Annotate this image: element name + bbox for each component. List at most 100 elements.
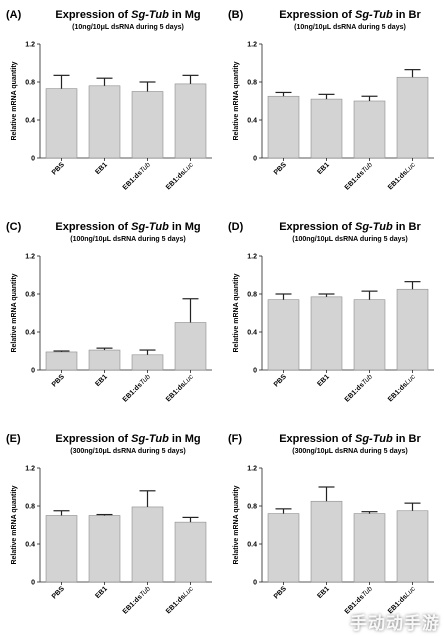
x-tick-label-part: EB1 — [94, 161, 109, 176]
y-tick-label: 0 — [253, 580, 257, 587]
x-tick-label-part: PBS — [273, 161, 288, 176]
y-tick-label: 0.8 — [247, 292, 257, 299]
chart-title: Expression of Sg-Tub in Br — [279, 433, 421, 445]
y-tick-label: 0 — [31, 580, 35, 587]
x-tick-label: EB1:dsTub — [122, 161, 152, 191]
chart-panel-b: (B) Expression of Sg-Tub in Br (10ng/10μL … — [222, 0, 444, 212]
chart-svg: (F) Expression of Sg-Tub in Br (300ng/10μL… — [228, 433, 434, 616]
chart-title: Expression of Sg-Tub in Br — [279, 9, 421, 21]
chart-svg: (C) Expression of Sg-Tub in Mg (100ng/10μL… — [6, 221, 212, 404]
x-tick-label-part: EB1:ds — [387, 381, 409, 403]
chart-panel-e: (E) Expression of Sg-Tub in Mg (300ng/10μL… — [0, 424, 222, 636]
bar — [396, 288, 429, 371]
x-tick-label-part: EB1:ds — [122, 594, 144, 616]
bar — [174, 83, 207, 159]
x-tick-label: EB1:dsTub — [344, 373, 374, 403]
bar — [396, 510, 429, 583]
bar — [353, 100, 386, 159]
chart-subtitle: (100ng/10μL dsRNA during 5 days) — [292, 236, 408, 243]
x-tick-label: EB1:dsLuc — [165, 373, 195, 403]
panel-label: (A) — [6, 9, 22, 21]
x-tick-label-part: EB1 — [94, 373, 109, 388]
y-tick-label: 0 — [253, 368, 257, 375]
x-tick-label: EB1 — [316, 373, 331, 388]
chart-title-part: Sg-Tub — [131, 9, 169, 21]
y-tick-label: 1.2 — [247, 254, 257, 261]
chart-title-part: Expression of — [279, 9, 355, 21]
y-tick-label: 1.2 — [25, 466, 35, 473]
bar — [310, 98, 343, 159]
chart-title: Expression of Sg-Tub in Br — [279, 221, 421, 233]
chart-panel-a: (A) Expression of Sg-Tub in Mg (10ng/10μL … — [0, 0, 222, 212]
bar — [310, 296, 343, 371]
x-tick-label-part: Luc — [404, 373, 417, 386]
y-axis-label: Relative mRNA quantity — [11, 61, 18, 140]
bar — [131, 354, 164, 371]
bar — [353, 299, 386, 371]
y-tick-label: 0.8 — [25, 80, 35, 87]
bar — [267, 95, 300, 159]
bar — [88, 515, 121, 583]
x-tick-label-part: Tub — [139, 373, 152, 386]
x-tick-label: EB1:dsLuc — [387, 161, 417, 191]
bar — [267, 299, 300, 371]
chart-title-part: in Br — [393, 9, 422, 21]
chart-title: Expression of Sg-Tub in Mg — [55, 9, 200, 21]
y-tick-label: 0.4 — [247, 542, 257, 549]
chart-title-part: Sg-Tub — [355, 9, 393, 21]
chart-title-part: in Br — [393, 433, 422, 445]
y-tick-label: 1.2 — [247, 42, 257, 49]
bar — [131, 91, 164, 159]
y-tick-label: 1.2 — [247, 466, 257, 473]
chart-title-part: Expression of — [279, 433, 355, 445]
panel-label: (C) — [6, 221, 22, 233]
x-tick-label: PBS — [51, 373, 66, 388]
x-tick-label: EB1:dsTub — [122, 373, 152, 403]
x-tick-label-part: EB1:ds — [122, 382, 144, 404]
chart-panel-f: (F) Expression of Sg-Tub in Br (300ng/10μL… — [222, 424, 444, 636]
x-tick-label: EB1:dsTub — [344, 161, 374, 191]
x-tick-label-part: PBS — [273, 373, 288, 388]
y-tick-label: 0 — [31, 368, 35, 375]
y-tick-label: 0.4 — [25, 118, 35, 125]
x-tick-label-part: EB1:ds — [165, 381, 187, 403]
x-tick-label: EB1 — [94, 373, 109, 388]
chart-title-part: Expression of — [279, 221, 355, 233]
y-axis-label: Relative mRNA quantity — [11, 273, 18, 352]
x-tick-label-part: EB1 — [94, 585, 109, 600]
x-tick-label-part: Tub — [361, 161, 374, 174]
chart-subtitle: (300ng/10μL dsRNA during 5 days) — [70, 448, 186, 455]
chart-title-part: Expression of — [55, 9, 131, 21]
bar — [88, 349, 121, 371]
chart-subtitle: (300ng/10μL dsRNA during 5 days) — [292, 448, 408, 455]
y-tick-label: 0.4 — [247, 330, 257, 337]
chart-subtitle: (100ng/10μL dsRNA during 5 days) — [70, 236, 186, 243]
x-tick-label-part: EB1:ds — [344, 382, 366, 404]
chart-title-part: Sg-Tub — [131, 221, 169, 233]
x-tick-label-part: Luc — [182, 161, 195, 174]
panel-label: (F) — [228, 433, 242, 445]
bar — [310, 500, 343, 583]
panel-label: (B) — [228, 9, 244, 21]
x-tick-label-part: Luc — [182, 373, 195, 386]
x-tick-label-part: Tub — [139, 161, 152, 174]
x-tick-label: PBS — [273, 373, 288, 388]
x-tick-label: EB1:dsTub — [122, 585, 152, 615]
x-tick-label-part: EB1 — [316, 373, 331, 388]
panel-label: (E) — [6, 433, 21, 445]
x-tick-label-part: PBS — [51, 585, 66, 600]
chart-panel-d: (D) Expression of Sg-Tub in Br (100ng/10μL… — [222, 212, 444, 424]
x-tick-label-part: EB1:ds — [165, 593, 187, 615]
bar — [45, 88, 78, 159]
y-tick-label: 1.2 — [25, 42, 35, 49]
x-tick-label-part: Tub — [361, 373, 374, 386]
x-tick-label: PBS — [273, 585, 288, 600]
bar — [88, 85, 121, 159]
x-tick-label-part: EB1:ds — [122, 170, 144, 192]
chart-svg: (D) Expression of Sg-Tub in Br (100ng/10μL… — [228, 221, 434, 404]
y-tick-label: 0.8 — [247, 504, 257, 511]
y-axis-label: Relative mRNA quantity — [233, 485, 240, 564]
x-tick-label-part: PBS — [273, 585, 288, 600]
x-tick-label: EB1:dsLuc — [387, 373, 417, 403]
